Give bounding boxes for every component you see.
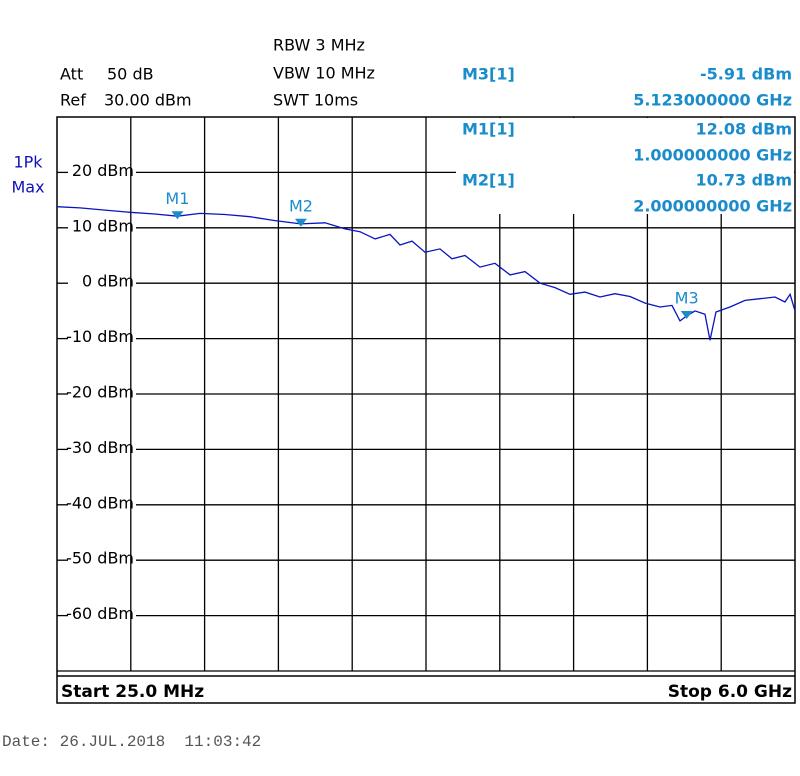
marker-readout: M1[1] <box>462 120 515 139</box>
y-tick-label: -30 dBm <box>66 438 134 457</box>
marker <box>171 211 184 220</box>
y-tick-label: 0 dBm <box>82 272 134 291</box>
ref-label: Ref <box>60 91 86 110</box>
stop-label: Stop 6.0 GHz <box>668 682 792 702</box>
marker-frequency: 5.123000000 GHz <box>633 91 792 110</box>
readout-backdrop <box>456 118 794 214</box>
marker-value: 10.73 dBm <box>696 171 793 190</box>
marker-value: 12.08 dBm <box>696 120 793 139</box>
detector: 1Pk <box>13 153 43 172</box>
marker-value: -5.91 dBm <box>700 65 792 84</box>
start-label: Start 25.0 MHz <box>61 682 204 702</box>
y-tick-label: -60 dBm <box>66 604 134 623</box>
marker <box>680 310 693 319</box>
y-tick-label: -20 dBm <box>66 383 134 402</box>
att-label: Att <box>60 65 83 84</box>
y-tick-label: -50 dBm <box>66 549 134 568</box>
y-tick-label: 10 dBm <box>72 216 134 235</box>
marker-name: M3 <box>675 288 699 307</box>
y-tick-label: 20 dBm <box>72 161 134 180</box>
marker-readout: M2[1] <box>462 171 515 190</box>
y-tick-label: -40 dBm <box>66 493 134 512</box>
rbw: RBW 3 MHz <box>273 36 365 55</box>
marker-name: M1 <box>165 189 189 208</box>
swt: SWT 10ms <box>273 91 358 110</box>
date: Date: 26.JUL.2018 11:03:42 <box>2 733 261 751</box>
marker-frequency: 1.000000000 GHz <box>633 146 792 165</box>
trace-mode: Max <box>11 178 44 197</box>
att-value: 50 dB <box>107 65 154 84</box>
marker <box>294 218 307 227</box>
ref-value: 30.00 dBm <box>104 91 192 110</box>
trace <box>56 206 796 341</box>
marker-name: M2 <box>289 196 313 215</box>
y-tick-label: -10 dBm <box>66 327 134 346</box>
marker-readout: M3[1] <box>462 65 515 84</box>
vbw: VBW 10 MHz <box>273 64 375 83</box>
marker-frequency: 2.000000000 GHz <box>633 197 792 216</box>
